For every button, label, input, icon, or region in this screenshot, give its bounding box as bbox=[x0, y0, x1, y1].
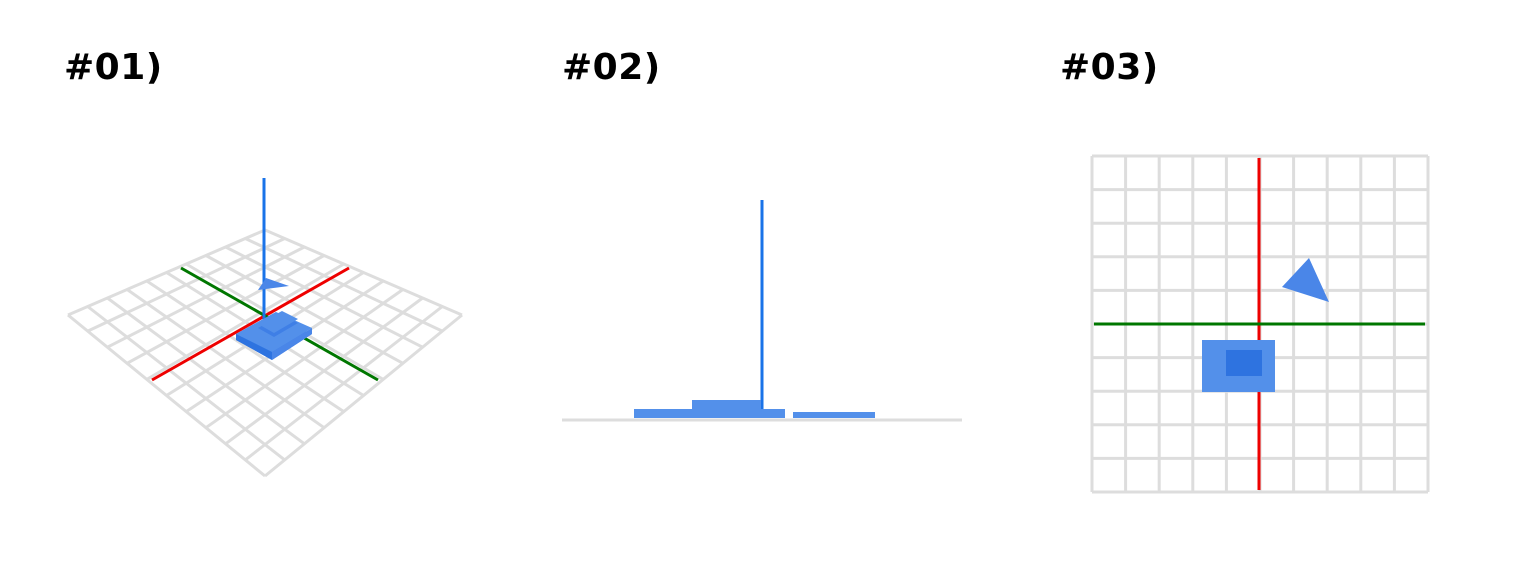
cone-marker bbox=[258, 278, 289, 290]
grid-line bbox=[244, 237, 443, 333]
grid-line bbox=[224, 245, 424, 349]
cone-marker bbox=[793, 412, 875, 418]
perspective-grid bbox=[67, 228, 463, 478]
grid-line bbox=[205, 254, 404, 365]
grid-line bbox=[205, 288, 404, 429]
cone-marker bbox=[1282, 258, 1329, 302]
box-top bbox=[1226, 350, 1262, 376]
grid-line bbox=[224, 296, 424, 446]
grid-line bbox=[264, 313, 463, 478]
panel-2-title: #02) bbox=[562, 47, 661, 88]
panel-1-title: #01) bbox=[64, 47, 163, 88]
box-object bbox=[634, 409, 785, 418]
box-object bbox=[236, 311, 312, 360]
box-top bbox=[692, 400, 761, 410]
panel-3-title: #03) bbox=[1060, 47, 1159, 88]
grid-line bbox=[244, 305, 444, 462]
grid-line bbox=[264, 228, 463, 317]
x-axis-line bbox=[151, 266, 350, 382]
